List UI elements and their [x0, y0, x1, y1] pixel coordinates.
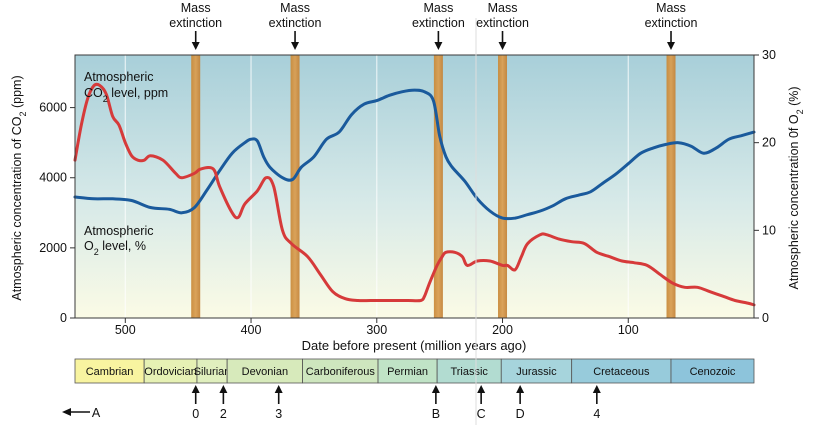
- x-tick-label-300: 300: [366, 323, 387, 337]
- extinction-label-4-line1: Mass: [488, 1, 518, 15]
- marker-arrow-head-3: [274, 385, 283, 393]
- y-axis-left-title: Atmospheric concentration of CO2 (ppm): [10, 75, 28, 300]
- marker-arrow-head-C: [477, 385, 486, 393]
- series-label-1-line1: Atmospheric: [84, 70, 153, 84]
- extinction-label-3-line2: extinction: [412, 16, 465, 30]
- marker-arrow-head-D: [516, 385, 525, 393]
- series-label-2-line2: O2 level, %: [84, 239, 146, 257]
- y-axis-right-title: Atmospheric concentration 0f O2 (%): [787, 86, 805, 289]
- y-right-tick-label-30: 30: [762, 48, 776, 62]
- extinction-label-5-line2: extinction: [645, 16, 698, 30]
- period-label-permian: Permian: [387, 366, 428, 378]
- extinction-label-5-line1: Mass: [656, 1, 686, 15]
- extinction-arrow-head-2: [291, 42, 300, 50]
- marker-label-2: 2: [220, 407, 227, 421]
- extinction-arrow-head-1: [191, 42, 200, 50]
- marker-arrow-head-4: [592, 385, 601, 393]
- y-right-tick-label-0: 0: [762, 311, 769, 325]
- marker-label-0: 0: [192, 407, 199, 421]
- marker-arrow-head-B: [431, 385, 440, 393]
- period-label-silurian: Silurian: [194, 366, 231, 378]
- extinction-bar-5: [666, 55, 676, 318]
- extinction-arrow-head-5: [667, 42, 676, 50]
- extinction-bars: [191, 55, 676, 318]
- extinction-arrow-head-4: [498, 42, 507, 50]
- period-box-cenozoic: [670, 358, 755, 384]
- period-label-carboniferous: Carboniferous: [306, 366, 376, 378]
- marker-label-3: 3: [275, 407, 282, 421]
- extinction-label-1-line1: Mass: [181, 1, 211, 15]
- timescale-markers: 0 2 3 B C D 4 A: [62, 385, 601, 421]
- x-axis-title: Date before present (million years ago): [302, 338, 527, 353]
- period-box-permian: [377, 358, 438, 384]
- period-label-triassic: Triassic: [450, 366, 488, 378]
- y-left-tick-label-2000: 2000: [39, 241, 67, 255]
- extinction-label-2-line1: Mass: [280, 1, 310, 15]
- series-line-o2: [73, 82, 756, 307]
- y-left-tick-label-4000: 4000: [39, 171, 67, 185]
- marker-arrow-head-0: [191, 385, 200, 393]
- y-axis-left: 0 2000 4000 6000: [39, 101, 75, 325]
- extinction-arrow-head-3: [434, 42, 443, 50]
- marker-label-4: 4: [593, 407, 600, 421]
- plot-background: [75, 55, 754, 318]
- series-label-2-line1: Atmospheric: [84, 224, 153, 238]
- x-tick-label-200: 200: [492, 323, 513, 337]
- marker-label-C: C: [477, 407, 486, 421]
- period-box-triassic: [436, 358, 502, 384]
- period-label-devonian: Devonian: [242, 366, 288, 378]
- extinction-bar-2: [290, 55, 300, 318]
- extinction-bar-3: [433, 55, 443, 318]
- data-series: [73, 82, 756, 307]
- series-line-co2: [73, 88, 756, 221]
- period-label-ordovician: Ordovician: [144, 366, 197, 378]
- extinction-bar-4: [498, 55, 508, 318]
- extinction-label-1-line2: extinction: [169, 16, 222, 30]
- x-tick-label-100: 100: [618, 323, 639, 337]
- y-right-tick-label-10: 10: [762, 223, 776, 237]
- x-tick-label-400: 400: [241, 323, 262, 337]
- plot-frame: [74, 54, 755, 319]
- period-label-cenozoic: Cenozoic: [690, 366, 736, 378]
- marker-label-D: D: [516, 407, 525, 421]
- extinction-labels: MassextinctionMassextinctionMassextincti…: [169, 1, 697, 50]
- marker-label-B: B: [432, 407, 440, 421]
- period-label-cretaceous: Cretaceous: [593, 366, 650, 378]
- series-label-1-line2: CO2 level, ppm: [84, 86, 168, 104]
- marker-arrow-head-A: [62, 408, 71, 416]
- y-right-tick-label-20: 20: [762, 136, 776, 150]
- x-axis: 500 400 300 200 100: [115, 318, 639, 337]
- period-label-cambrian: Cambrian: [86, 366, 134, 378]
- y-left-tick-label-6000: 6000: [39, 101, 67, 115]
- period-box-ordovician: [143, 358, 198, 384]
- marker-arrow-head-2: [219, 385, 228, 393]
- extinction-label-3-line1: Mass: [423, 1, 453, 15]
- period-box-devonian: [226, 358, 303, 384]
- extinction-label-2-line2: extinction: [269, 16, 322, 30]
- marker-label-A: A: [92, 406, 101, 420]
- extinction-label-4-line2: extinction: [476, 16, 529, 30]
- period-box-cretaceous: [571, 358, 672, 384]
- y-axis-right: 0 10 20 30: [754, 48, 776, 325]
- period-label-jurassic: Jurassic: [516, 366, 557, 378]
- y-left-tick-label-0: 0: [60, 311, 67, 325]
- extinction-bar-1: [191, 55, 201, 318]
- x-tick-label-500: 500: [115, 323, 136, 337]
